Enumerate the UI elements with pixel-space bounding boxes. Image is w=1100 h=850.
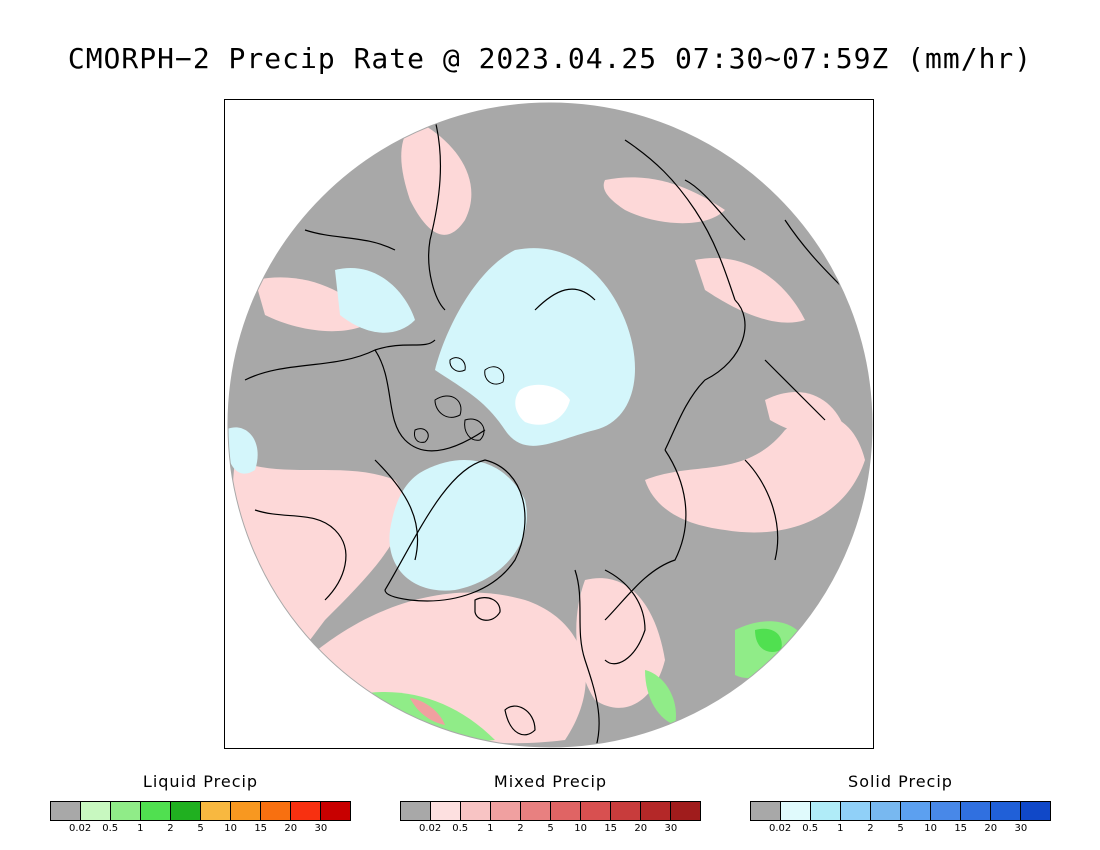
legend-swatch-solid-7 [961,802,991,820]
hemisphere-outline [227,102,873,748]
legend-swatch-solid-3 [841,802,871,820]
legend-swatch-solid-6 [931,802,961,820]
legend-swatch-solid-2 [811,802,841,820]
legend-ticks-solid: 0.02 0.5 1 2 5 10 15 20 30 [750,823,1051,839]
legend-tick-solid: 5 [897,823,904,834]
legend-tick-solid: 2 [867,823,874,834]
legend-solid: Solid Precip 0.02 0.5 1 2 5 10 15 20 30 [750,772,1051,839]
legend-swatch-liquid-0 [51,802,81,820]
legend-swatch-liquid-2 [111,802,141,820]
legend-swatch-liquid-5 [201,802,231,820]
legend-tick-liquid: 15 [254,823,268,834]
legend-tick-solid: 0.02 [768,823,792,834]
legend-tick-mixed: 0.5 [452,823,469,834]
legend-swatch-liquid-8 [291,802,321,820]
legend-tick-mixed: 10 [574,823,587,834]
legend-swatch-mixed-6 [581,802,611,820]
legend-mixed: Mixed Precip 0.02 0.5 1 2 5 10 15 20 30 [400,772,701,839]
legend-swatch-liquid-4 [171,802,201,820]
coastlines [244,119,846,747]
legend-bar-liquid [50,801,351,821]
legend-ticks-liquid: 0.02 0.5 1 2 5 10 15 20 30 [50,823,351,839]
legend-title-liquid: Liquid Precip [142,772,259,791]
legend-swatch-solid-8 [991,802,1021,820]
legend-swatch-solid-1 [781,802,811,820]
map-svg [227,102,873,748]
legend-swatch-solid-9 [1021,802,1050,820]
map-title: CMORPH−2 Precip Rate @ 2023.04.25 07:30∼… [67,42,1033,75]
legend-swatch-mixed-9 [671,802,700,820]
legend-tick-liquid: 0.02 [68,823,92,834]
legend-bar-solid [750,801,1051,821]
legend-swatch-mixed-7 [611,802,641,820]
legend-tick-liquid: 1 [137,823,144,834]
legend-swatch-mixed-3 [491,802,521,820]
legend-swatch-liquid-3 [141,802,171,820]
legend-swatch-solid-0 [751,802,781,820]
legend-tick-mixed: 5 [547,823,554,834]
polar-cap [515,384,570,425]
legend-tick-solid: 20 [984,823,998,834]
legend-tick-mixed: 20 [634,823,648,834]
legend-tick-mixed: 30 [664,823,678,834]
polar-precip-map [224,99,874,749]
solid-precip-layer [228,248,635,591]
legend-tick-liquid: 0.5 [102,823,119,834]
legend-tick-liquid: 2 [167,823,174,834]
legend-title-solid: Solid Precip [848,772,953,791]
legend-tick-mixed: 2 [517,823,524,834]
legend-swatch-mixed-8 [641,802,671,820]
legend-swatch-liquid-1 [81,802,111,820]
legend-swatch-liquid-9 [321,802,350,820]
legend-tick-solid: 10 [924,823,937,834]
legend-title-mixed: Mixed Precip [493,772,608,791]
legend-tick-solid: 30 [1014,823,1028,834]
legend-tick-mixed: 15 [604,823,618,834]
legend-swatch-mixed-5 [551,802,581,820]
legend-tick-liquid: 10 [224,823,237,834]
legend-swatch-solid-4 [871,802,901,820]
legend-swatch-solid-5 [901,802,931,820]
legend-tick-mixed: 0.02 [418,823,442,834]
legend-ticks-mixed: 0.02 0.5 1 2 5 10 15 20 30 [400,823,701,839]
legend-bar-mixed [400,801,701,821]
legend-tick-mixed: 1 [487,823,494,834]
legend-swatch-mixed-2 [461,802,491,820]
legend-swatch-mixed-0 [401,802,431,820]
legend-tick-solid: 15 [954,823,968,834]
legend-swatch-mixed-1 [431,802,461,820]
legend-swatch-liquid-7 [261,802,291,820]
legend-tick-liquid: 30 [314,823,328,834]
arctic-archipelago [414,357,505,443]
legend-swatch-liquid-6 [231,802,261,820]
legend-tick-liquid: 5 [197,823,204,834]
legend-swatch-mixed-4 [521,802,551,820]
legend-tick-solid: 0.5 [802,823,819,834]
legend-tick-solid: 1 [837,823,844,834]
legend-tick-liquid: 20 [284,823,298,834]
legend-liquid: Liquid Precip 0.02 0.5 1 2 5 10 15 20 30 [50,772,351,839]
